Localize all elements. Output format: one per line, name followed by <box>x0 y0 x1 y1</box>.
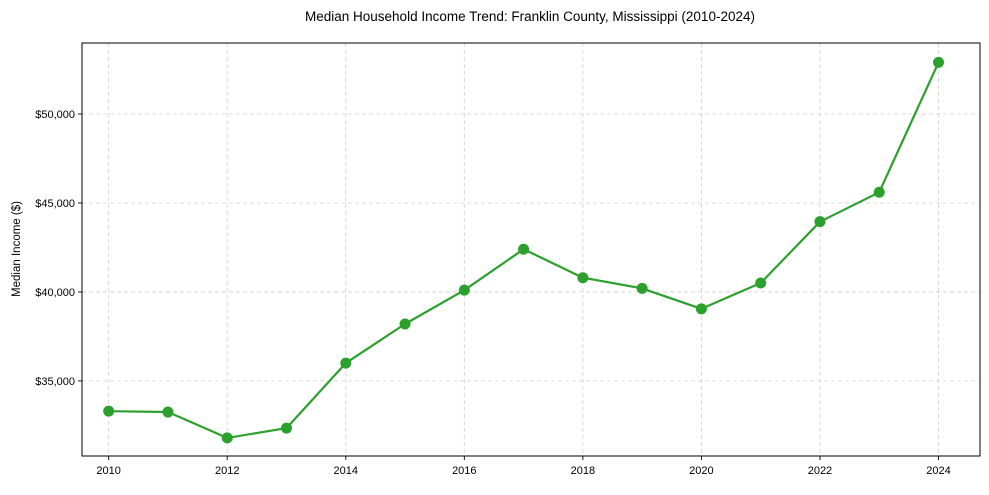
grid <box>82 43 980 456</box>
x-tick-label: 2020 <box>689 465 713 477</box>
data-point-marker <box>814 216 826 228</box>
plot-area-frame <box>81 42 981 457</box>
x-tick-label: 2024 <box>926 465 950 477</box>
data-point-marker <box>577 272 589 284</box>
data-series <box>103 56 945 444</box>
x-tick-label: 2016 <box>452 465 476 477</box>
x-tick-label: 2022 <box>808 465 832 477</box>
data-point-marker <box>695 303 707 315</box>
y-tick-label: $40,000 <box>35 287 75 299</box>
x-tick-label: 2012 <box>215 465 239 477</box>
chart-title: Median Household Income Trend: Franklin … <box>305 9 755 24</box>
data-point-marker <box>221 432 233 444</box>
x-tick-label: 2014 <box>334 465 358 477</box>
x-tick-label: 2010 <box>96 465 120 477</box>
data-point-marker <box>755 277 767 289</box>
x-axis: 2010 2012 2014 2016 2018 2020 2022 2024 <box>96 456 951 477</box>
data-point-marker <box>162 406 174 418</box>
data-point-marker <box>518 243 530 255</box>
data-point-marker <box>458 284 470 296</box>
y-tick-label: $45,000 <box>35 198 75 210</box>
data-point-marker <box>399 318 411 330</box>
data-point-marker <box>933 56 945 68</box>
y-tick-label: $50,000 <box>35 109 75 121</box>
data-point-marker <box>340 357 352 369</box>
data-point-marker <box>280 422 292 434</box>
y-axis: $35,000 $40,000 $45,000 $50,000 <box>35 109 82 388</box>
data-point-marker <box>103 405 115 417</box>
x-tick-label: 2018 <box>571 465 595 477</box>
data-point-marker <box>636 282 648 294</box>
data-point-marker <box>873 186 885 198</box>
y-tick-label: $35,000 <box>35 376 75 388</box>
y-axis-label: Median Income ($) <box>11 201 23 297</box>
